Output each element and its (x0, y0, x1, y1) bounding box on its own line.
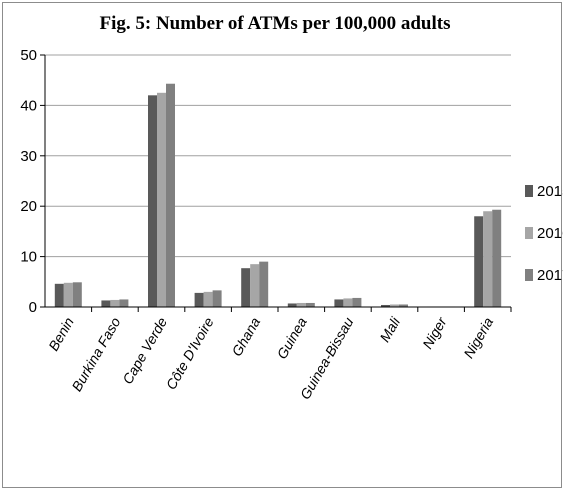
bar-2015-5 (241, 268, 251, 307)
x-tick-label: Nigeria (460, 314, 496, 361)
bar-2017-6 (305, 302, 315, 307)
gridlines (45, 54, 511, 258)
bar-2015-6 (287, 303, 297, 307)
x-tick-label: Burkina Faso (68, 314, 123, 394)
y-tick-label: 50 (20, 47, 37, 64)
axes (44, 55, 512, 312)
y-tick-label: 30 (20, 148, 37, 165)
bar-chart: Fig. 5: Number of ATMs per 100,000 adult… (20, 13, 563, 402)
bar-2016-3 (157, 92, 166, 307)
x-tick-label: Ghana (228, 314, 263, 359)
legend-label-2016: 2016 (537, 225, 563, 242)
legend-swatch-2015 (525, 185, 533, 197)
bar-2016-8 (390, 304, 399, 307)
bar-2017-7 (352, 297, 362, 307)
legend-swatch-2017 (525, 269, 533, 281)
chart-title: Fig. 5: Number of ATMs per 100,000 adult… (100, 13, 451, 34)
y-tick-label: 40 (20, 97, 37, 114)
bar-2016-2 (110, 299, 120, 307)
bar-2017-8 (399, 304, 408, 307)
y-tick-label: 0 (29, 299, 37, 316)
bar-2016-10 (483, 211, 493, 307)
bar-2017-4 (212, 290, 222, 307)
chart-frame: Fig. 5: Number of ATMs per 100,000 adult… (2, 2, 563, 488)
bar-2017-1 (72, 282, 82, 307)
y-axis-ticks: 0 10 20 30 40 50 (20, 47, 45, 316)
bar-2017-5 (259, 261, 269, 307)
bar-2016-1 (63, 282, 73, 307)
legend-label-2015: 2015 (537, 183, 563, 200)
x-tick-label: Benin (45, 314, 77, 353)
bars (54, 83, 502, 307)
bar-2017-3 (166, 83, 175, 307)
x-tick-label: Côte D'Ivoire (163, 314, 217, 392)
bar-2015-4 (194, 292, 204, 307)
bar-2015-3 (148, 95, 157, 307)
legend-swatch-2016 (525, 227, 533, 239)
bar-2015-8 (381, 304, 390, 307)
bar-2017-10 (492, 209, 502, 307)
bar-2015-2 (101, 300, 111, 307)
bar-2016-7 (343, 298, 353, 307)
bar-2016-6 (296, 302, 306, 307)
x-tick-label: Mali (376, 314, 403, 345)
x-tick-label: Cape Verde (119, 314, 170, 386)
legend-label-2017: 2017 (537, 267, 563, 284)
x-tick-label: Guinea (273, 314, 310, 361)
legend: 2015 2016 2017 (525, 183, 563, 284)
y-tick-label: 10 (20, 249, 37, 266)
bar-2015-7 (334, 299, 344, 307)
bar-2015-10 (474, 216, 484, 307)
bar-2017-2 (119, 299, 129, 307)
bar-2016-4 (203, 291, 213, 307)
bar-2015-1 (54, 283, 64, 307)
bar-2016-5 (250, 264, 260, 307)
y-tick-label: 20 (20, 198, 37, 215)
x-tick-label: Niger (419, 313, 450, 351)
